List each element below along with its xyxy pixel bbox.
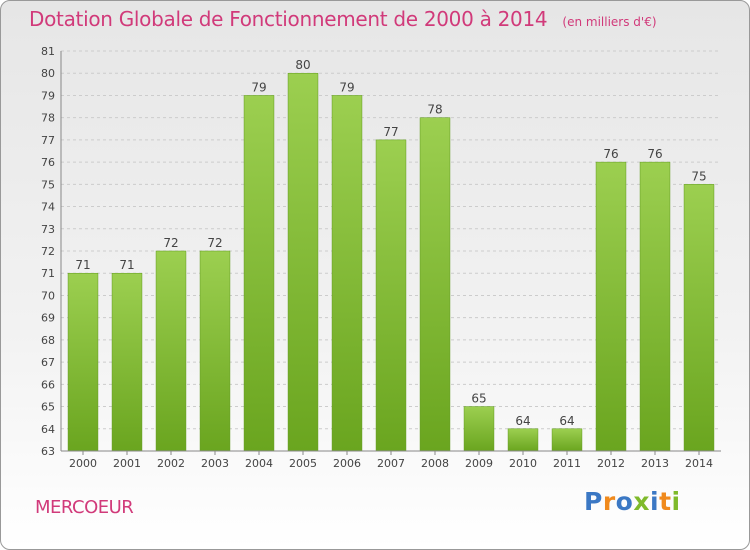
logo-letter: x <box>633 487 650 516</box>
y-tick-label: 76 <box>41 156 55 169</box>
bar[interactable] <box>683 184 715 452</box>
bar[interactable] <box>639 161 671 452</box>
x-tick-label: 2012 <box>597 457 625 470</box>
chart-subtitle: (en milliers d'€) <box>562 15 657 29</box>
y-tick-label: 77 <box>41 134 55 147</box>
y-tick-label: 73 <box>41 223 55 236</box>
bar-value-label: 76 <box>647 147 662 161</box>
y-tick-label: 75 <box>41 178 55 191</box>
y-tick-label: 79 <box>41 89 55 102</box>
title-row: Dotation Globale de Fonctionnement de 20… <box>29 7 657 31</box>
x-tick-label: 2002 <box>157 457 185 470</box>
y-tick-label: 68 <box>41 334 55 347</box>
bar[interactable] <box>463 406 495 452</box>
y-tick-label: 67 <box>41 356 55 369</box>
bar-value-label: 75 <box>691 169 706 183</box>
x-tick-label: 2009 <box>465 457 493 470</box>
y-tick-label: 69 <box>41 312 55 325</box>
logo-letter: r <box>602 487 616 516</box>
y-tick-label: 65 <box>41 401 55 414</box>
x-tick-label: 2013 <box>641 457 669 470</box>
y-tick-label: 80 <box>41 67 55 80</box>
x-tick-label: 2001 <box>113 457 141 470</box>
y-tick-label: 66 <box>41 378 55 391</box>
y-tick-label: 71 <box>41 267 55 280</box>
x-tick-label: 2000 <box>69 457 97 470</box>
bar-value-label: 72 <box>207 236 222 250</box>
bar[interactable] <box>507 428 539 452</box>
bar[interactable] <box>155 250 187 452</box>
y-tick-label: 81 <box>41 45 55 58</box>
bar-value-label: 77 <box>383 125 398 139</box>
bar[interactable] <box>67 272 99 452</box>
bar[interactable] <box>595 161 627 452</box>
bar-value-label: 64 <box>559 414 574 428</box>
y-tick-label: 78 <box>41 112 55 125</box>
x-tick-label: 2010 <box>509 457 537 470</box>
axis-layer: 63 64 65 66 67 68 69 70 71 72 73 74 75 76 77 78 79 80 81 20… <box>41 45 721 470</box>
logo-letter: P <box>584 487 603 516</box>
logo-letter: o <box>615 487 634 516</box>
logo-letter: i <box>671 487 681 516</box>
x-tick-label: 2007 <box>377 457 405 470</box>
x-tick-label: 2003 <box>201 457 229 470</box>
logo-letter: t <box>659 487 672 516</box>
bar-value-label: 64 <box>515 414 530 428</box>
bar[interactable] <box>243 95 275 452</box>
x-tick-label: 2006 <box>333 457 361 470</box>
bar[interactable] <box>199 250 231 452</box>
y-tick-label: 72 <box>41 245 55 258</box>
chart-title: Dotation Globale de Fonctionnement de 20… <box>29 7 548 31</box>
y-tick-label: 70 <box>41 289 55 302</box>
bar-value-label: 79 <box>251 80 266 94</box>
x-tick-label: 2004 <box>245 457 273 470</box>
y-tick-label: 74 <box>41 201 55 214</box>
bar[interactable] <box>331 95 363 452</box>
bar-value-label: 71 <box>119 258 134 272</box>
bar-value-label: 71 <box>75 258 90 272</box>
bar-value-label: 78 <box>427 103 442 117</box>
proxiti-logo[interactable]: Proxiti <box>584 487 681 516</box>
place-name: MERCOEUR <box>35 497 134 518</box>
logo-letter: i <box>650 487 660 516</box>
bar[interactable] <box>375 139 407 452</box>
bar-value-label: 65 <box>471 392 486 406</box>
bar-value-label: 79 <box>339 80 354 94</box>
x-tick-label: 2008 <box>421 457 449 470</box>
bar-layer <box>67 72 715 452</box>
bar-value-label: 72 <box>163 236 178 250</box>
bar[interactable] <box>419 117 451 452</box>
bar-value-label: 76 <box>603 147 618 161</box>
x-tick-label: 2011 <box>553 457 581 470</box>
label-layer: 71 71 72 72 79 80 79 77 78 65 64 64 76 76 75 <box>75 58 706 428</box>
y-tick-label: 64 <box>41 423 55 436</box>
bar[interactable] <box>111 272 143 452</box>
bar[interactable] <box>287 72 319 452</box>
x-tick-label: 2005 <box>289 457 317 470</box>
y-tick-label: 63 <box>41 445 55 458</box>
bar[interactable] <box>551 428 583 452</box>
bar-value-label: 80 <box>295 58 310 72</box>
x-tick-label: 2014 <box>685 457 713 470</box>
